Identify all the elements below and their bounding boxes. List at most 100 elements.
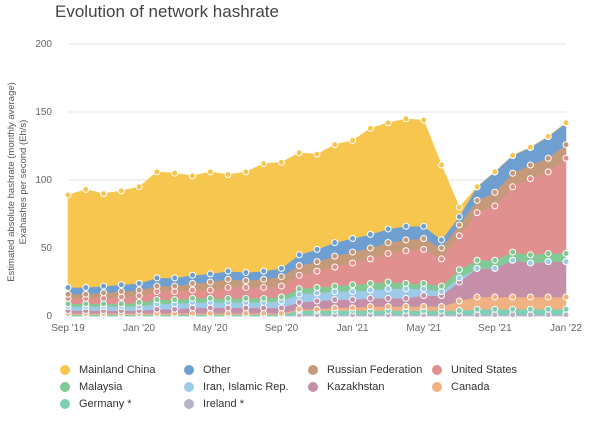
legend-item-other[interactable]: Other xyxy=(184,364,308,376)
point-canada[interactable] xyxy=(420,302,428,310)
point-other[interactable] xyxy=(384,225,392,233)
point-malaysia[interactable] xyxy=(526,251,534,259)
point-canada[interactable] xyxy=(509,293,517,301)
point-malaysia[interactable] xyxy=(135,298,143,306)
point-other[interactable] xyxy=(455,213,463,221)
point-malaysia[interactable] xyxy=(206,294,214,302)
point-mainland-china[interactable] xyxy=(562,119,570,127)
point-iran-islamic-rep[interactable] xyxy=(562,258,570,266)
point-other[interactable] xyxy=(64,283,72,291)
point-russian-federation[interactable] xyxy=(189,279,196,287)
point-other[interactable] xyxy=(153,274,161,282)
point-russian-federation[interactable] xyxy=(171,282,179,290)
point-united-states[interactable] xyxy=(313,267,321,275)
point-malaysia[interactable] xyxy=(242,294,250,302)
point-other[interactable] xyxy=(135,279,143,287)
point-iran-islamic-rep[interactable] xyxy=(509,256,517,264)
point-malaysia[interactable] xyxy=(189,294,196,302)
point-malaysia[interactable] xyxy=(349,281,357,289)
point-mainland-china[interactable] xyxy=(64,191,72,199)
point-united-states[interactable] xyxy=(189,286,196,294)
point-canada[interactable] xyxy=(455,297,463,305)
point-iran-islamic-rep[interactable] xyxy=(349,288,357,296)
point-united-states[interactable] xyxy=(544,168,552,176)
point-germany[interactable] xyxy=(509,305,517,313)
point-russian-federation[interactable] xyxy=(349,248,357,256)
point-mainland-china[interactable] xyxy=(491,168,499,176)
point-united-states[interactable] xyxy=(420,245,428,253)
point-russian-federation[interactable] xyxy=(455,221,463,229)
point-russian-federation[interactable] xyxy=(438,244,445,252)
point-malaysia[interactable] xyxy=(544,249,552,257)
point-canada[interactable] xyxy=(295,305,303,313)
point-other[interactable] xyxy=(366,230,374,238)
point-other[interactable] xyxy=(331,239,339,247)
point-canada[interactable] xyxy=(473,293,481,301)
point-malaysia[interactable] xyxy=(153,296,161,304)
point-mainland-china[interactable] xyxy=(100,190,108,198)
point-russian-federation[interactable] xyxy=(366,244,374,252)
legend-item-ireland[interactable]: Ireland * xyxy=(184,398,308,410)
point-iran-islamic-rep[interactable] xyxy=(526,259,534,267)
point-germany[interactable] xyxy=(491,305,499,313)
point-other[interactable] xyxy=(117,281,125,289)
point-kazakhstan[interactable] xyxy=(349,296,357,304)
point-other[interactable] xyxy=(349,234,357,242)
point-united-states[interactable] xyxy=(438,255,445,263)
point-malaysia[interactable] xyxy=(117,300,125,308)
point-other[interactable] xyxy=(313,245,321,253)
point-mainland-china[interactable] xyxy=(402,115,410,123)
legend-item-kazakhstan[interactable]: Kazakhstan xyxy=(308,381,432,393)
point-russian-federation[interactable] xyxy=(277,273,285,281)
point-iran-islamic-rep[interactable] xyxy=(384,285,392,293)
point-united-states[interactable] xyxy=(455,232,463,240)
legend-item-malaysia[interactable]: Malaysia xyxy=(60,381,184,393)
point-russian-federation[interactable] xyxy=(260,275,268,283)
point-mainland-china[interactable] xyxy=(455,203,463,211)
point-kazakhstan[interactable] xyxy=(366,294,374,302)
point-malaysia[interactable] xyxy=(420,279,428,287)
point-mainland-china[interactable] xyxy=(349,137,357,145)
point-mainland-china[interactable] xyxy=(260,160,268,168)
point-malaysia[interactable] xyxy=(455,266,463,274)
point-russian-federation[interactable] xyxy=(135,286,143,294)
point-russian-federation[interactable] xyxy=(509,169,517,177)
point-canada[interactable] xyxy=(544,293,552,301)
point-other[interactable] xyxy=(206,270,214,278)
legend-item-canada[interactable]: Canada xyxy=(432,381,556,393)
point-united-states[interactable] xyxy=(562,154,570,162)
point-kazakhstan[interactable] xyxy=(402,294,410,302)
point-other[interactable] xyxy=(224,267,232,275)
point-iran-islamic-rep[interactable] xyxy=(366,286,374,294)
point-other[interactable] xyxy=(295,251,303,259)
point-mainland-china[interactable] xyxy=(242,168,250,176)
point-iran-islamic-rep[interactable] xyxy=(491,264,499,272)
point-united-states[interactable] xyxy=(509,183,517,191)
point-other[interactable] xyxy=(100,282,108,290)
point-mainland-china[interactable] xyxy=(82,186,90,194)
point-malaysia[interactable] xyxy=(313,283,321,291)
point-mainland-china[interactable] xyxy=(420,116,428,124)
point-canada[interactable] xyxy=(366,302,374,310)
point-united-states[interactable] xyxy=(331,263,339,271)
point-canada[interactable] xyxy=(562,293,570,301)
point-kazakhstan[interactable] xyxy=(384,294,392,302)
point-united-states[interactable] xyxy=(402,247,410,255)
legend-item-germany[interactable]: Germany * xyxy=(60,398,184,410)
point-malaysia[interactable] xyxy=(295,285,303,293)
point-malaysia[interactable] xyxy=(366,279,374,287)
point-united-states[interactable] xyxy=(473,209,481,217)
point-mainland-china[interactable] xyxy=(438,161,445,169)
point-mainland-china[interactable] xyxy=(277,158,285,166)
point-other[interactable] xyxy=(420,222,428,230)
point-united-states[interactable] xyxy=(224,283,232,291)
point-other[interactable] xyxy=(171,274,179,282)
point-germany[interactable] xyxy=(526,305,534,313)
point-germany[interactable] xyxy=(562,305,570,313)
point-malaysia[interactable] xyxy=(260,294,268,302)
point-mainland-china[interactable] xyxy=(366,124,374,132)
point-canada[interactable] xyxy=(438,302,445,310)
legend-item-iran-islamic-rep[interactable]: Iran, Islamic Rep. xyxy=(184,381,308,393)
point-united-states[interactable] xyxy=(242,283,250,291)
point-mainland-china[interactable] xyxy=(509,152,517,160)
